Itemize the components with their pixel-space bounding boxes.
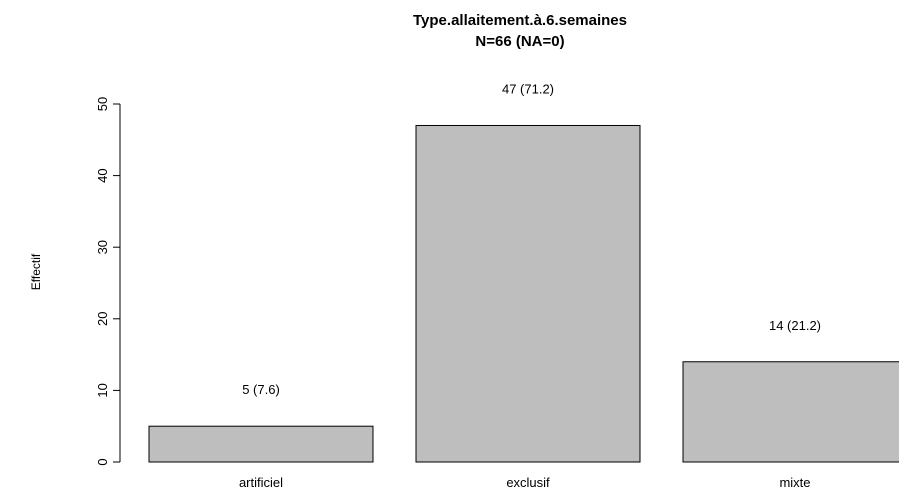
bar-exclusif [415,124,641,463]
y-tick-label: 40 [95,168,110,182]
plot-area: 0 10 20 30 40 50 artificiel 5 (7.6) exclusif 47 (… [95,81,899,490]
bar-value-label: 14 (21.2) [769,318,821,333]
bar-value-label: 5 (7.6) [242,382,280,397]
chart-subtitle: N=66 (NA=0) [475,33,564,50]
bar-mixte [682,361,899,463]
bar-artificiel [148,425,374,463]
y-tick-label: 30 [95,240,110,254]
x-category-label: exclusif [506,475,550,490]
y-tick-label: 0 [95,458,110,465]
y-axis-title: Effectif [29,253,43,290]
y-tick-label: 20 [95,312,110,326]
x-category-label: mixte [779,475,810,490]
chart-title: Type.allaitement.à.6.semaines [413,12,627,29]
y-tick-label: 50 [95,97,110,111]
bar-value-label: 47 (71.2) [502,81,554,96]
x-category-label: artificiel [239,475,283,490]
y-tick-label: 10 [95,383,110,397]
